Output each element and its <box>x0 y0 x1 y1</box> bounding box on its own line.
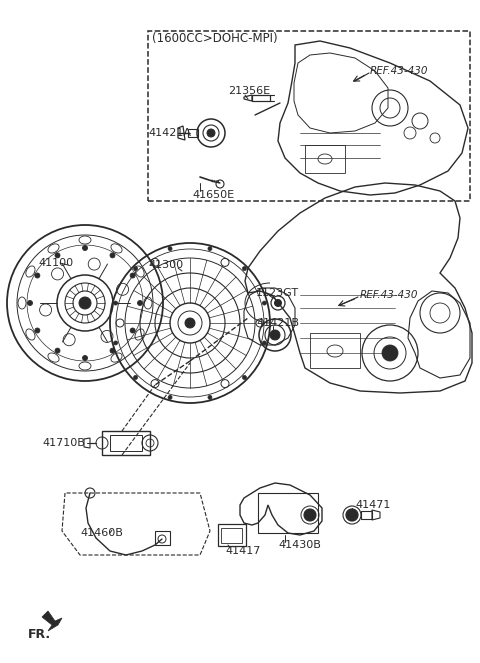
Circle shape <box>263 301 266 305</box>
Circle shape <box>208 395 212 399</box>
Circle shape <box>263 341 266 345</box>
Circle shape <box>83 245 87 251</box>
Circle shape <box>185 318 195 328</box>
Text: 41421B: 41421B <box>256 318 299 328</box>
Circle shape <box>114 301 118 305</box>
Circle shape <box>304 509 316 521</box>
Text: FR.: FR. <box>28 629 51 642</box>
Circle shape <box>114 341 118 345</box>
Circle shape <box>55 253 60 258</box>
Bar <box>310 333 360 368</box>
Circle shape <box>110 253 115 258</box>
Text: 41430B: 41430B <box>278 540 321 550</box>
Circle shape <box>35 273 40 278</box>
Circle shape <box>168 247 172 251</box>
Circle shape <box>130 273 135 278</box>
Text: REF.43-430: REF.43-430 <box>370 66 429 76</box>
Bar <box>218 524 246 546</box>
Circle shape <box>275 300 281 306</box>
Circle shape <box>27 300 33 306</box>
Text: REF.43-430: REF.43-430 <box>360 290 419 300</box>
Text: 41471: 41471 <box>355 500 390 510</box>
Circle shape <box>79 297 91 309</box>
Circle shape <box>208 247 212 251</box>
Circle shape <box>133 375 138 379</box>
Text: (1600CC>DOHC-MPI): (1600CC>DOHC-MPI) <box>152 32 277 44</box>
Text: 41710B: 41710B <box>42 438 85 448</box>
Bar <box>305 145 345 173</box>
Circle shape <box>270 330 280 340</box>
Bar <box>221 528 242 543</box>
Text: 41421A: 41421A <box>148 128 191 138</box>
Circle shape <box>35 328 40 333</box>
Circle shape <box>55 348 60 353</box>
Circle shape <box>207 129 215 137</box>
Text: 41650E: 41650E <box>192 190 234 200</box>
Circle shape <box>110 348 115 353</box>
Circle shape <box>382 345 398 361</box>
Circle shape <box>346 509 358 521</box>
Polygon shape <box>42 611 62 631</box>
Text: 21356E: 21356E <box>228 86 270 96</box>
Bar <box>148 31 470 201</box>
Text: 41417: 41417 <box>225 546 260 556</box>
Circle shape <box>168 395 172 399</box>
Text: 1123GT: 1123GT <box>256 288 299 298</box>
Text: 41300: 41300 <box>148 260 183 270</box>
Circle shape <box>242 375 246 379</box>
Text: 41100: 41100 <box>38 258 73 268</box>
Bar <box>155 531 170 545</box>
Text: 41460B: 41460B <box>80 528 123 538</box>
Circle shape <box>133 267 138 271</box>
Circle shape <box>130 328 135 333</box>
Circle shape <box>83 355 87 361</box>
Circle shape <box>242 267 246 271</box>
Circle shape <box>137 300 143 306</box>
Bar <box>258 493 318 533</box>
